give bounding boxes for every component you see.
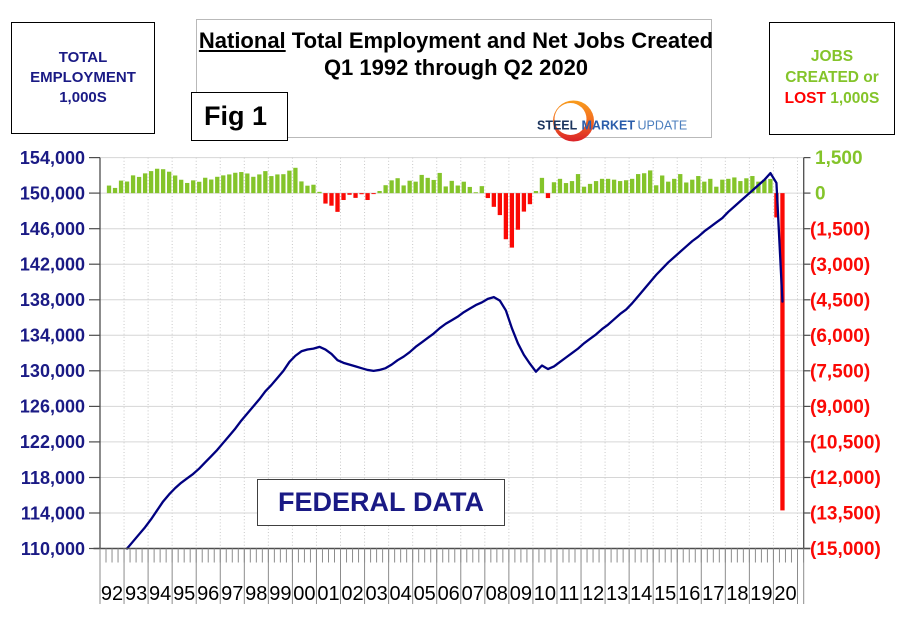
svg-text:19: 19	[750, 583, 772, 605]
svg-text:118,000: 118,000	[21, 468, 85, 488]
svg-text:09: 09	[510, 583, 532, 605]
svg-text:04: 04	[389, 583, 411, 605]
svg-text:11: 11	[559, 583, 580, 605]
svg-text:95: 95	[173, 583, 195, 605]
svg-text:07: 07	[462, 583, 484, 605]
svg-text:92: 92	[101, 583, 123, 605]
svg-text:98: 98	[245, 583, 267, 605]
svg-text:(7,500): (7,500)	[810, 361, 870, 382]
svg-text:130,000: 130,000	[20, 361, 85, 381]
svg-text:134,000: 134,000	[20, 326, 85, 346]
svg-text:94: 94	[149, 583, 171, 605]
svg-text:00: 00	[293, 583, 315, 605]
svg-text:138,000: 138,000	[20, 290, 85, 310]
svg-text:(4,500): (4,500)	[810, 290, 870, 311]
svg-text:(10,500): (10,500)	[810, 433, 881, 454]
svg-text:(3,000): (3,000)	[810, 255, 870, 276]
svg-text:20: 20	[774, 583, 796, 605]
svg-text:10: 10	[534, 583, 556, 605]
svg-text:(9,000): (9,000)	[810, 397, 870, 418]
svg-text:02: 02	[341, 583, 363, 605]
svg-text:03: 03	[365, 583, 387, 605]
svg-text:16: 16	[678, 583, 700, 605]
svg-text:01: 01	[317, 583, 339, 605]
svg-text:146,000: 146,000	[20, 219, 85, 239]
svg-text:06: 06	[438, 583, 460, 605]
svg-text:114,000: 114,000	[21, 503, 85, 523]
svg-text:12: 12	[582, 583, 604, 605]
svg-text:96: 96	[197, 583, 219, 605]
svg-text:122,000: 122,000	[20, 432, 85, 452]
svg-text:14: 14	[630, 583, 652, 605]
svg-text:(12,000): (12,000)	[810, 468, 881, 489]
svg-text:97: 97	[221, 583, 243, 605]
svg-text:154,000: 154,000	[20, 148, 85, 168]
svg-text:13: 13	[606, 583, 628, 605]
svg-text:15: 15	[654, 583, 676, 605]
svg-text:126,000: 126,000	[20, 397, 85, 417]
svg-text:(1,500): (1,500)	[810, 219, 870, 240]
svg-text:STEEL: STEEL	[537, 119, 578, 133]
svg-text:93: 93	[125, 583, 147, 605]
svg-text:142,000: 142,000	[20, 255, 85, 275]
svg-text:(15,000): (15,000)	[810, 539, 881, 560]
svg-text:UPDATE: UPDATE	[638, 119, 688, 133]
svg-text:(13,500): (13,500)	[810, 504, 881, 525]
svg-text:17: 17	[702, 583, 724, 605]
svg-text:18: 18	[726, 583, 748, 605]
svg-text:0: 0	[815, 184, 826, 205]
svg-text:05: 05	[414, 583, 436, 605]
svg-text:(6,000): (6,000)	[810, 326, 870, 347]
svg-text:150,000: 150,000	[20, 183, 85, 203]
svg-text:MARKET: MARKET	[582, 119, 636, 133]
svg-text:08: 08	[486, 583, 508, 605]
svg-text:99: 99	[269, 583, 291, 605]
svg-text:110,000: 110,000	[21, 539, 85, 559]
svg-text:1,500: 1,500	[815, 148, 863, 169]
